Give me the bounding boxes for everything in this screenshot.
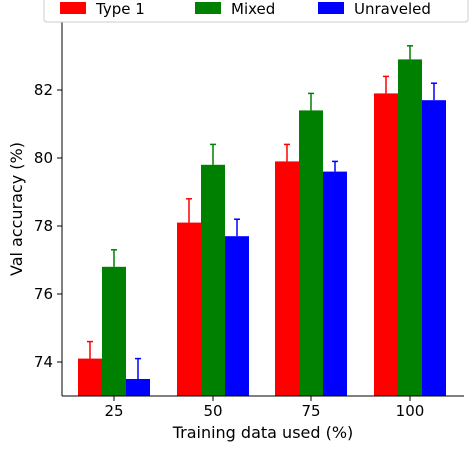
bar-type-1-100: [374, 93, 398, 397]
legend-box: [43, 0, 469, 23]
y-tick-label-78: 78: [34, 217, 53, 235]
x-tick-label-50: 50: [203, 402, 222, 420]
bar-mixed-75: [299, 110, 323, 397]
y-tick-label-82: 82: [34, 81, 53, 99]
bar-mixed-100: [398, 59, 422, 397]
y-tick-label-76: 76: [34, 285, 53, 303]
y-axis-label: Val accuracy (%): [7, 142, 26, 276]
bar-unraveled-75: [323, 171, 347, 396]
axes-layer: 74 76 78 80 82 25 50 75 100: [34, 22, 464, 420]
bar-mixed-50: [201, 164, 225, 396]
x-tick-label-25: 25: [104, 402, 123, 420]
legend-label-type-1: Type 1: [95, 0, 145, 18]
bar-type-1-50: [177, 222, 201, 396]
bar-mixed-25: [102, 266, 126, 396]
bars-layer: [78, 59, 446, 397]
legend-swatch-unraveled: [318, 2, 344, 14]
bar-type-1-75: [275, 161, 299, 396]
bar-unraveled-50: [225, 236, 249, 396]
legend: Type 1 Mixed Unraveled: [43, 0, 469, 23]
legend-label-mixed: Mixed: [231, 0, 275, 18]
bar-unraveled-25: [126, 379, 150, 396]
legend-swatch-mixed: [195, 2, 221, 14]
y-tick-label-74: 74: [34, 353, 53, 371]
y-tick-label-80: 80: [34, 149, 53, 167]
bar-unraveled-100: [422, 100, 446, 396]
legend-label-unraveled: Unraveled: [354, 0, 431, 18]
x-tick-label-100: 100: [396, 402, 425, 420]
bar-type-1-25: [78, 358, 102, 396]
error-bars-layer: [87, 45, 437, 379]
x-axis-label: Training data used (%): [172, 423, 354, 442]
x-tick-label-75: 75: [301, 402, 320, 420]
legend-swatch-type-1: [60, 2, 86, 14]
